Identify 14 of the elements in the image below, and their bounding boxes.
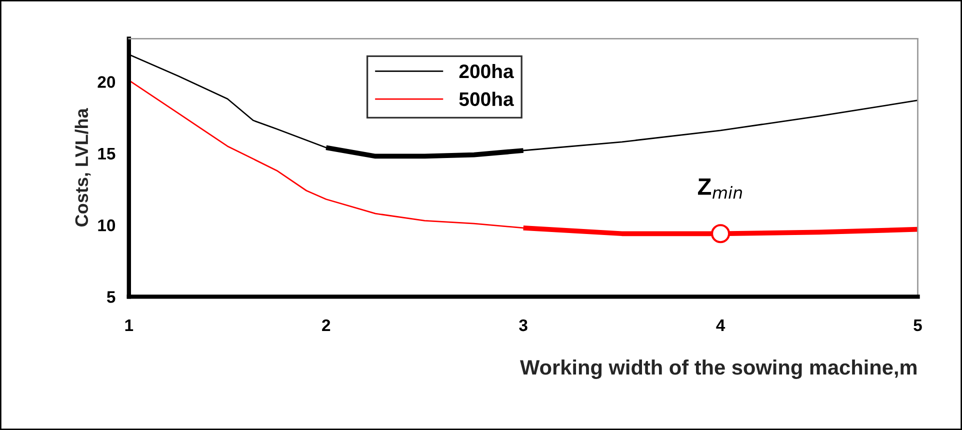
x-axis-title: Working width of the sowing machine,m xyxy=(520,359,916,379)
legend-label: 200ha xyxy=(459,64,514,78)
x-tick-label: 2 xyxy=(322,319,330,331)
x-tick-label: 1 xyxy=(125,320,134,331)
y-tick-label: 5 xyxy=(106,291,116,303)
y-tick-label: 20 xyxy=(98,76,116,88)
x-tick-label: 5 xyxy=(914,320,922,332)
x-tick-label: 3 xyxy=(519,319,528,332)
y-tick-label: 10 xyxy=(98,219,116,232)
y-tick-label: 15 xyxy=(98,148,116,160)
legend-label: 500ha xyxy=(459,92,514,106)
x-tick-label: 4 xyxy=(716,320,726,331)
y-axis-title: Costs, LVL/ha xyxy=(74,108,91,226)
annotation: Z$_{min}$ xyxy=(698,178,742,199)
